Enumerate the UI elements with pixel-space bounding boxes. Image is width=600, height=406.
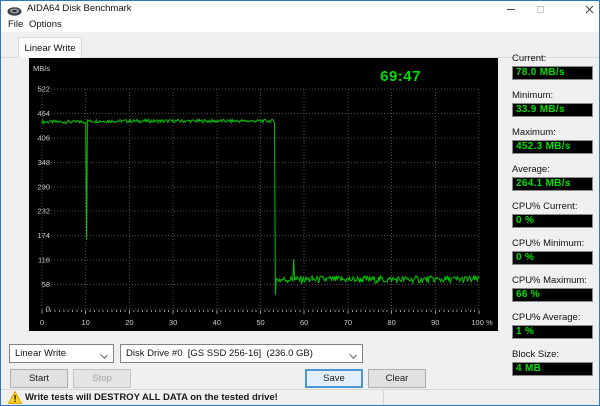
tab-strip: Linear Write (1, 32, 599, 58)
svg-text:80: 80 (387, 318, 395, 327)
svg-text:90: 90 (431, 318, 439, 327)
stat-value: 4 MB (512, 362, 593, 376)
minimize-button[interactable] (502, 1, 520, 17)
title-bar: AIDA64 Disk Benchmark (1, 1, 599, 18)
stat-label: Current: (512, 53, 547, 64)
svg-text:10: 10 (82, 318, 90, 327)
close-icon (585, 5, 593, 13)
svg-text:406: 406 (37, 133, 50, 142)
stat-label: CPU% Maximum: (512, 275, 587, 286)
stat-cpu-minimum: CPU% Minimum: 0 % (512, 238, 593, 265)
svg-text:522: 522 (37, 85, 50, 94)
stat-value: 264.1 MB/s (512, 177, 593, 191)
stat-value: 0 % (512, 214, 593, 228)
stat-value: 78.0 MB/s (512, 66, 593, 80)
test-type-value: Linear Write (15, 348, 67, 359)
status-warning-text: Write tests will DESTROY ALL DATA on the… (25, 392, 278, 403)
stat-average: Average: 264.1 MB/s (512, 164, 593, 191)
svg-text:70: 70 (344, 318, 352, 327)
stat-label: CPU% Current: (512, 201, 578, 212)
stat-cpu-average: CPU% Average: 1 % (512, 312, 593, 339)
stat-cpu-maximum: CPU% Maximum: 66 % (512, 275, 593, 302)
menu-file[interactable]: File (8, 19, 24, 30)
menu-bar: File Options (1, 18, 599, 32)
svg-text:100 %: 100 % (471, 318, 493, 327)
stat-label: Block Size: (512, 349, 559, 360)
minimize-icon (507, 8, 515, 10)
close-button[interactable] (580, 1, 598, 17)
svg-text:50: 50 (256, 318, 264, 327)
start-button[interactable]: Start (10, 369, 68, 388)
app-icon (7, 4, 22, 16)
stat-value: 452.3 MB/s (512, 140, 593, 154)
stop-button: Stop (73, 369, 131, 388)
stat-label: Minimum: (512, 90, 554, 101)
svg-text:20: 20 (125, 318, 133, 327)
svg-text:174: 174 (37, 231, 50, 240)
svg-text:0: 0 (40, 318, 44, 327)
menu-options[interactable]: Options (29, 19, 62, 30)
svg-text:40: 40 (213, 318, 221, 327)
svg-text:116: 116 (38, 256, 50, 265)
tab-linear-write[interactable]: Linear Write (18, 37, 82, 58)
stat-minimum: Minimum: 33.9 MB/s (512, 90, 593, 117)
svg-text:58: 58 (42, 280, 50, 289)
stat-value: 66 % (512, 288, 593, 302)
stat-value: 1 % (512, 325, 593, 339)
svg-text:60: 60 (300, 318, 308, 327)
disk-drive-value: Disk Drive #0 [GS SSD 256-16] (236.0 GB) (126, 348, 313, 359)
svg-text:0: 0 (46, 305, 50, 314)
stat-current: Current: 78.0 MB/s (512, 53, 593, 80)
disk-drive-dropdown[interactable]: Disk Drive #0 [GS SSD 256-16] (236.0 GB) (120, 344, 363, 363)
chevron-down-icon (100, 351, 108, 359)
svg-text:232: 232 (37, 207, 50, 216)
svg-text:348: 348 (37, 158, 50, 167)
svg-text:MB/s: MB/s (33, 64, 50, 73)
stat-maximum: Maximum: 452.3 MB/s (512, 127, 593, 154)
stat-block-size: Block Size: 4 MB (512, 349, 593, 376)
svg-text:290: 290 (37, 182, 50, 191)
window-title: AIDA64 Disk Benchmark (27, 3, 132, 14)
stat-value: 0 % (512, 251, 593, 265)
warning-icon (7, 390, 23, 405)
stat-cpu-current: CPU% Current: 0 % (512, 201, 593, 228)
stat-label: Maximum: (512, 127, 556, 138)
status-bar: Write tests will DESTROY ALL DATA on the… (1, 389, 599, 405)
save-button[interactable]: Save (305, 369, 363, 388)
clear-button[interactable]: Clear (368, 369, 426, 388)
chevron-down-icon (349, 351, 357, 359)
maximize-icon (536, 5, 544, 13)
svg-text:69:47: 69:47 (380, 68, 421, 85)
benchmark-chart: 522 464 406 348 290 232 174 116 58 0 MB/s 0 10 20 30 40… (33, 64, 493, 327)
maximize-button (531, 1, 549, 17)
status-separator (383, 390, 384, 405)
benchmark-chart-area: 522 464 406 348 290 232 174 116 58 0 MB/s 0 10 20 30 40… (29, 58, 498, 331)
test-type-dropdown[interactable]: Linear Write (9, 344, 114, 363)
stat-label: CPU% Minimum: (512, 238, 585, 249)
stat-value: 33.9 MB/s (512, 103, 593, 117)
svg-text:30: 30 (169, 318, 177, 327)
svg-text:464: 464 (37, 109, 50, 118)
stats-sidebar: Current: 78.0 MB/s Minimum: 33.9 MB/s Ma… (512, 53, 593, 386)
stat-label: Average: (512, 164, 550, 175)
stat-label: CPU% Average: (512, 312, 581, 323)
